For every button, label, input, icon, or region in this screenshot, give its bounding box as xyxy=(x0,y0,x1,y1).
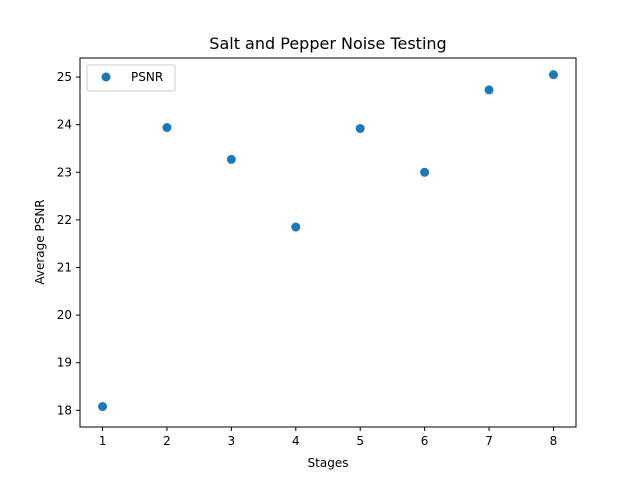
x-tick-label: 8 xyxy=(550,434,558,448)
x-tick-label: 2 xyxy=(163,434,171,448)
x-tick-label: 3 xyxy=(228,434,236,448)
legend-label: PSNR xyxy=(131,70,163,84)
x-tick-label: 4 xyxy=(292,434,300,448)
y-axis-ticks: 18 19 20 21 22 23 24 25 xyxy=(57,70,80,417)
legend: PSNR xyxy=(86,64,176,92)
legend-box xyxy=(86,64,176,92)
data-point xyxy=(420,167,430,177)
y-tick-label: 19 xyxy=(57,356,72,370)
x-tick-label: 7 xyxy=(485,434,493,448)
x-axis-ticks: 1 2 3 4 5 6 7 8 xyxy=(99,427,558,448)
chart-title: Salt and Pepper Noise Testing xyxy=(209,34,446,53)
y-tick-label: 22 xyxy=(57,213,72,227)
x-tick-label: 6 xyxy=(421,434,429,448)
y-tick-label: 21 xyxy=(57,260,72,274)
y-tick-label: 25 xyxy=(57,70,72,84)
data-point xyxy=(355,123,365,133)
y-axis-label: Average PSNR xyxy=(33,199,47,284)
data-point xyxy=(98,402,108,412)
y-tick-label: 20 xyxy=(57,308,72,322)
data-point xyxy=(484,85,494,95)
x-tick-label: 1 xyxy=(99,434,107,448)
x-axis-label: Stages xyxy=(308,456,349,470)
y-tick-label: 24 xyxy=(57,118,72,132)
x-tick-label: 5 xyxy=(356,434,364,448)
data-point xyxy=(162,123,172,133)
data-point xyxy=(291,222,301,232)
data-point xyxy=(226,154,236,164)
legend-marker xyxy=(101,72,111,82)
y-tick-label: 23 xyxy=(57,165,72,179)
plot-area xyxy=(79,57,577,428)
y-tick-label: 18 xyxy=(57,403,72,417)
data-points xyxy=(98,70,558,412)
data-point xyxy=(548,70,558,80)
